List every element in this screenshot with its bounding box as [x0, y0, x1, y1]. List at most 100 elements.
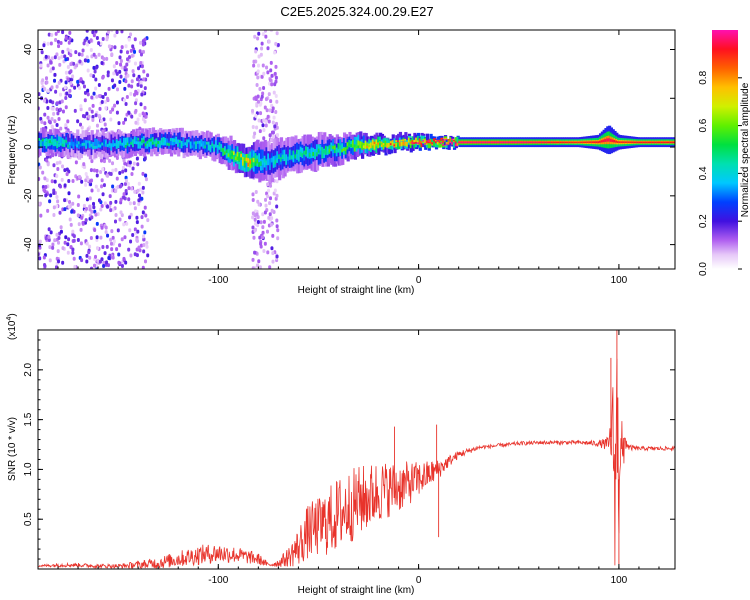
heatmap-cell — [489, 141, 493, 144]
heatmap-cell — [137, 245, 141, 250]
colorbar-tick-label: 0.0 — [698, 262, 709, 276]
heatmap-cell — [52, 212, 56, 217]
heatmap-cell — [266, 114, 270, 119]
heatmap-cell — [382, 144, 386, 150]
heatmap-cell — [64, 95, 68, 100]
heatmap-cell — [81, 220, 85, 225]
heatmap-cell — [143, 119, 147, 124]
heatmap-cell — [39, 213, 43, 218]
heatmap-cell — [238, 157, 242, 161]
heatmap-cell — [82, 84, 86, 89]
heatmap-cell — [418, 140, 422, 145]
heatmap-cell — [550, 141, 554, 144]
heatmap-cell — [144, 143, 148, 147]
heatmap-cell — [112, 64, 116, 69]
heatmap-cell — [143, 105, 147, 110]
heatmap-cell — [259, 241, 263, 246]
heatmap-cell — [139, 80, 143, 85]
heatmap-cell — [92, 52, 96, 57]
heatmap-cell — [138, 193, 142, 198]
heatmap-cell — [79, 107, 83, 112]
heatmap-cell — [388, 143, 392, 148]
heatmap-cell — [415, 137, 419, 142]
heatmap-cell — [665, 141, 669, 144]
heatmap-cell — [99, 144, 103, 148]
heatmap-cell — [155, 143, 159, 147]
heatmap-cell — [259, 111, 263, 116]
heatmap-cell — [275, 218, 279, 223]
heatmap-cell — [85, 253, 89, 258]
heatmap-x-tick-label: -100 — [208, 275, 228, 286]
heatmap-cell — [159, 132, 163, 148]
heatmap-cell — [58, 143, 62, 147]
heatmap-cell — [148, 138, 152, 142]
heatmap-cell — [96, 258, 100, 263]
heatmap-cell — [198, 140, 202, 144]
heatmap-cell — [97, 52, 101, 57]
heatmap-cell — [137, 181, 141, 186]
heatmap-cell — [138, 49, 142, 54]
heatmap-cell — [586, 141, 590, 143]
heatmap-cell — [251, 192, 255, 197]
heatmap-cell — [256, 75, 260, 80]
heatmap-cell — [626, 141, 630, 143]
heatmap-cell — [143, 86, 147, 91]
heatmap-cell — [499, 141, 504, 144]
heatmap-cell — [121, 165, 125, 170]
heatmap-cell — [99, 170, 103, 175]
heatmap-cell — [104, 225, 108, 230]
heatmap-cell — [359, 142, 363, 145]
heatmap-cell — [297, 151, 302, 162]
heatmap-cell — [263, 105, 267, 110]
heatmap-cell — [342, 147, 347, 151]
heatmap-cell — [272, 156, 276, 168]
heatmap-cell — [119, 62, 123, 67]
heatmap-cell — [204, 145, 208, 149]
heatmap-cell — [45, 178, 49, 183]
heatmap-cell — [305, 149, 309, 154]
heatmap-cell — [264, 203, 268, 208]
heatmap-cell — [615, 140, 619, 143]
heatmap-cell — [130, 114, 134, 119]
heatmap-cell — [262, 118, 266, 123]
heatmap-cell — [272, 156, 276, 162]
heatmap-cell — [575, 141, 579, 144]
heatmap-cell — [618, 141, 623, 144]
heatmap-cell — [604, 138, 608, 142]
heatmap-cell — [124, 175, 128, 180]
heatmap-cell — [68, 30, 72, 35]
heatmap-cell — [447, 139, 451, 141]
heatmap-cell — [344, 147, 348, 151]
heatmap-cell — [129, 91, 133, 96]
heatmap-cell — [254, 221, 258, 226]
heatmap-cell — [317, 148, 321, 153]
heatmap-cell — [339, 145, 343, 149]
heatmap-cell — [137, 141, 141, 149]
colorbar-tick-label: 0.6 — [698, 118, 709, 132]
heatmap-x-ticks: -100 0 100 — [57, 30, 660, 286]
heatmap-cell — [260, 94, 264, 99]
heatmap-cell — [254, 190, 258, 195]
heatmap-cell — [297, 149, 302, 154]
heatmap-cell — [78, 174, 82, 179]
heatmap-cell — [43, 87, 47, 92]
heatmap-cell — [113, 33, 117, 38]
heatmap-cell — [268, 265, 272, 269]
heatmap-cell — [171, 141, 175, 145]
heatmap-cell — [127, 110, 131, 115]
heatmap-cell — [301, 153, 305, 158]
heatmap-cell — [638, 141, 642, 144]
heatmap-cell — [79, 77, 83, 82]
heatmap-cell — [67, 204, 71, 209]
heatmap-cell — [187, 139, 192, 143]
snr-y-tick-label: 1.0 — [23, 462, 34, 476]
heatmap-cell — [66, 47, 70, 52]
heatmap-cell — [100, 118, 104, 123]
heatmap-cell — [580, 141, 585, 144]
heatmap-cell — [129, 32, 133, 37]
heatmap-cell — [151, 137, 156, 145]
heatmap-cell — [272, 134, 276, 139]
heatmap-cell — [47, 32, 51, 37]
heatmap-cell — [101, 192, 105, 197]
heatmap-cell — [384, 140, 388, 146]
